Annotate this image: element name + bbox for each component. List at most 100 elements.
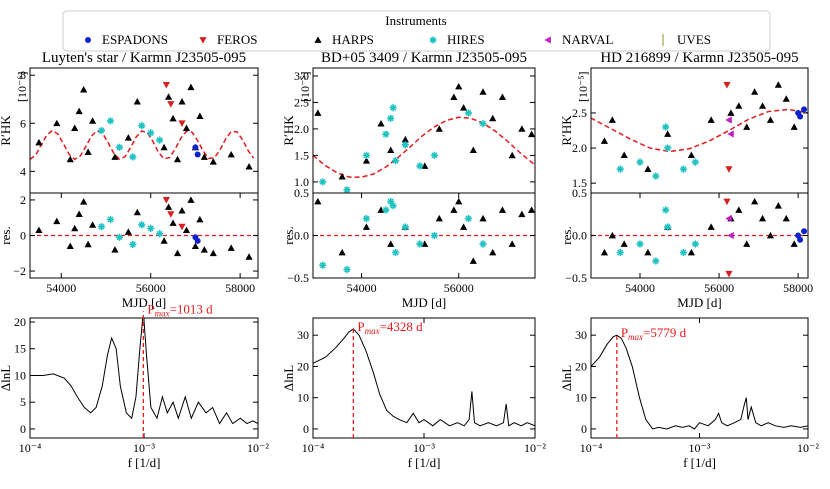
data-point bbox=[725, 166, 733, 173]
y-tick-label: 1.5 bbox=[294, 148, 309, 162]
y-tick-label: 0 bbox=[303, 422, 309, 436]
legend-box bbox=[62, 10, 771, 52]
x-axis-label: f [1/d] bbox=[408, 455, 441, 470]
data-point bbox=[469, 146, 477, 153]
y-tick-label: 10 bbox=[14, 368, 26, 382]
legend-marker bbox=[544, 36, 551, 44]
data-point bbox=[401, 141, 409, 149]
data-point bbox=[691, 158, 699, 166]
data-point bbox=[191, 242, 200, 250]
y-tick-label: 20 bbox=[297, 359, 309, 373]
annotation-part: P bbox=[621, 325, 628, 340]
data-point bbox=[723, 198, 731, 206]
data-point bbox=[600, 248, 609, 256]
y-tick-label: 2.0 bbox=[572, 141, 587, 155]
data-point bbox=[782, 214, 790, 222]
annotation-part: P bbox=[357, 319, 364, 334]
data-point bbox=[391, 248, 400, 257]
data-point bbox=[35, 138, 43, 146]
x-tick-label: 54000 bbox=[625, 281, 655, 295]
data-point bbox=[790, 123, 798, 130]
panel-title: HD 216899 / Karmn J23505-095 bbox=[600, 50, 798, 66]
data-point bbox=[194, 151, 201, 158]
data-point bbox=[178, 120, 186, 127]
data-point bbox=[160, 237, 168, 244]
y-tick-label: 0 bbox=[581, 422, 587, 436]
data-point bbox=[430, 231, 439, 240]
data-point bbox=[97, 223, 106, 231]
data-point bbox=[508, 240, 516, 247]
data-point bbox=[319, 261, 327, 269]
data-point bbox=[727, 130, 734, 138]
data-point bbox=[156, 136, 164, 144]
data-point bbox=[111, 246, 119, 253]
y-tick-label: 2.5 bbox=[294, 95, 309, 109]
data-point bbox=[620, 151, 628, 158]
data-point bbox=[88, 221, 97, 228]
data-point bbox=[382, 130, 390, 138]
data-point bbox=[616, 165, 624, 173]
axes-frame bbox=[590, 317, 809, 439]
x-axis-label: MJD [d] bbox=[402, 295, 446, 310]
data-point bbox=[75, 107, 83, 115]
x-tick-label: 10⁻⁴ bbox=[19, 441, 42, 455]
data-point bbox=[707, 116, 715, 123]
data-point bbox=[435, 125, 443, 132]
data-point bbox=[115, 233, 124, 241]
data-point bbox=[133, 98, 141, 105]
data-point bbox=[133, 208, 141, 216]
x-axis-label: MJD [d] bbox=[122, 295, 166, 310]
data-point bbox=[106, 215, 115, 224]
data-point bbox=[200, 246, 208, 253]
periodogram-line bbox=[591, 334, 808, 430]
data-point bbox=[774, 202, 782, 209]
data-point bbox=[508, 151, 516, 159]
data-point bbox=[479, 120, 487, 128]
data-point bbox=[84, 148, 92, 156]
data-point bbox=[679, 248, 688, 257]
data-point bbox=[751, 88, 759, 95]
data-point bbox=[479, 214, 487, 222]
data-point bbox=[245, 253, 253, 260]
data-point bbox=[343, 265, 351, 274]
y-axis-label: R′HK bbox=[0, 115, 13, 146]
data-point bbox=[178, 98, 186, 105]
data-point bbox=[797, 236, 804, 243]
data-point bbox=[362, 214, 371, 223]
scale-label: [10⁻⁵] bbox=[576, 71, 590, 102]
y-tick-label: 2.5 bbox=[572, 106, 587, 120]
axes-frame bbox=[312, 192, 536, 279]
data-point bbox=[652, 257, 660, 265]
data-point bbox=[178, 223, 186, 231]
x-tick-label: 10⁻⁴ bbox=[580, 441, 603, 455]
data-point bbox=[528, 206, 535, 213]
axes-frame bbox=[590, 192, 809, 279]
y-tick-label: 10 bbox=[575, 391, 587, 405]
data-point bbox=[35, 226, 43, 234]
plot-area bbox=[313, 82, 535, 193]
data-point bbox=[245, 162, 253, 170]
data-point bbox=[616, 248, 624, 257]
peak-annotation: Pmax=1013 d bbox=[147, 301, 213, 318]
data-point bbox=[160, 143, 168, 151]
data-point bbox=[343, 186, 351, 193]
y-axis-label: R′HK bbox=[281, 115, 296, 146]
data-point bbox=[479, 88, 487, 95]
data-point bbox=[227, 244, 235, 251]
data-point bbox=[169, 219, 177, 226]
data-point bbox=[362, 151, 371, 159]
data-point bbox=[464, 214, 473, 223]
model-line bbox=[30, 129, 255, 161]
data-point bbox=[766, 116, 775, 123]
y-tick-label: 3.0 bbox=[294, 69, 309, 83]
data-point bbox=[636, 158, 644, 166]
data-point bbox=[435, 214, 443, 222]
data-point bbox=[209, 249, 217, 257]
x-tick-label: 54000 bbox=[347, 281, 377, 295]
plot-area bbox=[313, 197, 535, 274]
legend-label: HIRES bbox=[447, 32, 485, 47]
data-point bbox=[489, 114, 497, 122]
axes-frame bbox=[312, 67, 536, 194]
data-point bbox=[801, 228, 808, 235]
data-point bbox=[679, 165, 688, 173]
